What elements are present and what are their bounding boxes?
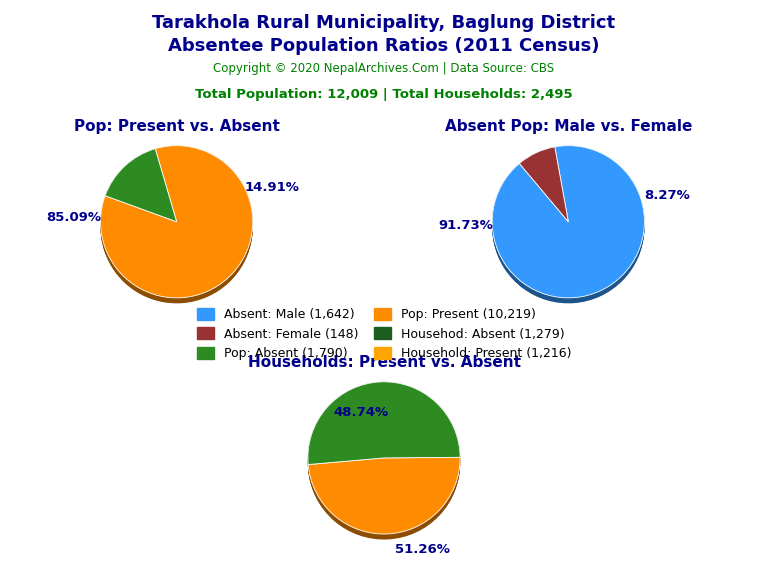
Wedge shape <box>492 150 644 303</box>
Wedge shape <box>308 457 460 534</box>
Wedge shape <box>101 150 253 303</box>
Wedge shape <box>308 460 460 536</box>
Wedge shape <box>492 148 644 300</box>
Wedge shape <box>101 151 253 304</box>
Wedge shape <box>519 151 568 226</box>
Text: Tarakhola Rural Municipality, Baglung District: Tarakhola Rural Municipality, Baglung Di… <box>152 14 616 32</box>
Wedge shape <box>308 461 460 538</box>
Wedge shape <box>101 149 253 301</box>
Wedge shape <box>105 150 177 223</box>
Wedge shape <box>308 386 460 469</box>
Text: Absentee Population Ratios (2011 Census): Absentee Population Ratios (2011 Census) <box>168 37 600 55</box>
Wedge shape <box>519 149 568 223</box>
Wedge shape <box>105 152 177 225</box>
Wedge shape <box>101 147 253 299</box>
Text: Pop: Present vs. Absent: Pop: Present vs. Absent <box>74 119 280 134</box>
Wedge shape <box>105 151 177 225</box>
Wedge shape <box>101 148 253 300</box>
Text: Total Population: 12,009 | Total Households: 2,495: Total Population: 12,009 | Total Househo… <box>195 88 573 101</box>
Wedge shape <box>101 146 253 298</box>
Wedge shape <box>105 153 177 226</box>
Wedge shape <box>105 154 177 227</box>
Wedge shape <box>492 149 644 301</box>
Wedge shape <box>519 147 568 222</box>
Wedge shape <box>519 147 568 222</box>
Wedge shape <box>492 149 644 301</box>
Wedge shape <box>492 150 644 302</box>
Wedge shape <box>308 461 460 537</box>
Wedge shape <box>105 149 177 222</box>
Wedge shape <box>519 148 568 223</box>
Wedge shape <box>105 150 177 223</box>
Wedge shape <box>308 457 460 534</box>
Wedge shape <box>101 147 253 300</box>
Text: 14.91%: 14.91% <box>244 181 300 194</box>
Wedge shape <box>308 460 460 537</box>
Legend: Absent: Male (1,642), Absent: Female (148), Pop: Absent (1,790), Pop: Present (1: Absent: Male (1,642), Absent: Female (14… <box>191 303 577 365</box>
Wedge shape <box>308 458 460 535</box>
Wedge shape <box>308 385 460 467</box>
Wedge shape <box>308 462 460 539</box>
Wedge shape <box>492 146 644 298</box>
Wedge shape <box>492 146 644 298</box>
Wedge shape <box>308 384 460 466</box>
Wedge shape <box>519 150 568 225</box>
Wedge shape <box>308 387 460 470</box>
Wedge shape <box>101 146 253 298</box>
Wedge shape <box>492 146 644 298</box>
Text: 91.73%: 91.73% <box>438 219 493 232</box>
Text: Households: Present vs. Absent: Households: Present vs. Absent <box>247 355 521 370</box>
Wedge shape <box>105 149 177 222</box>
Wedge shape <box>519 152 568 228</box>
Wedge shape <box>105 149 177 222</box>
Wedge shape <box>519 147 568 222</box>
Wedge shape <box>308 386 460 469</box>
Text: 51.26%: 51.26% <box>395 543 449 556</box>
Wedge shape <box>492 147 644 299</box>
Wedge shape <box>492 147 644 300</box>
Wedge shape <box>308 382 460 465</box>
Wedge shape <box>308 386 460 468</box>
Wedge shape <box>308 382 460 465</box>
Wedge shape <box>308 382 460 465</box>
Wedge shape <box>519 152 568 227</box>
Wedge shape <box>101 150 253 302</box>
Wedge shape <box>308 383 460 465</box>
Wedge shape <box>308 458 460 535</box>
Wedge shape <box>308 385 460 468</box>
Wedge shape <box>308 384 460 467</box>
Wedge shape <box>492 151 644 304</box>
Wedge shape <box>519 149 568 224</box>
Wedge shape <box>105 153 177 226</box>
Wedge shape <box>308 462 460 539</box>
Text: Copyright © 2020 NepalArchives.Com | Data Source: CBS: Copyright © 2020 NepalArchives.Com | Dat… <box>214 62 554 75</box>
Wedge shape <box>105 154 177 228</box>
Wedge shape <box>101 149 253 301</box>
Wedge shape <box>519 151 568 226</box>
Text: Absent Pop: Male vs. Female: Absent Pop: Male vs. Female <box>445 119 692 134</box>
Text: 48.74%: 48.74% <box>333 406 389 419</box>
Wedge shape <box>101 146 253 298</box>
Wedge shape <box>492 150 644 302</box>
Text: 8.27%: 8.27% <box>644 188 690 202</box>
Wedge shape <box>105 151 177 224</box>
Wedge shape <box>308 463 460 540</box>
Text: 85.09%: 85.09% <box>46 211 101 225</box>
Wedge shape <box>308 459 460 536</box>
Wedge shape <box>101 150 253 302</box>
Wedge shape <box>519 150 568 225</box>
